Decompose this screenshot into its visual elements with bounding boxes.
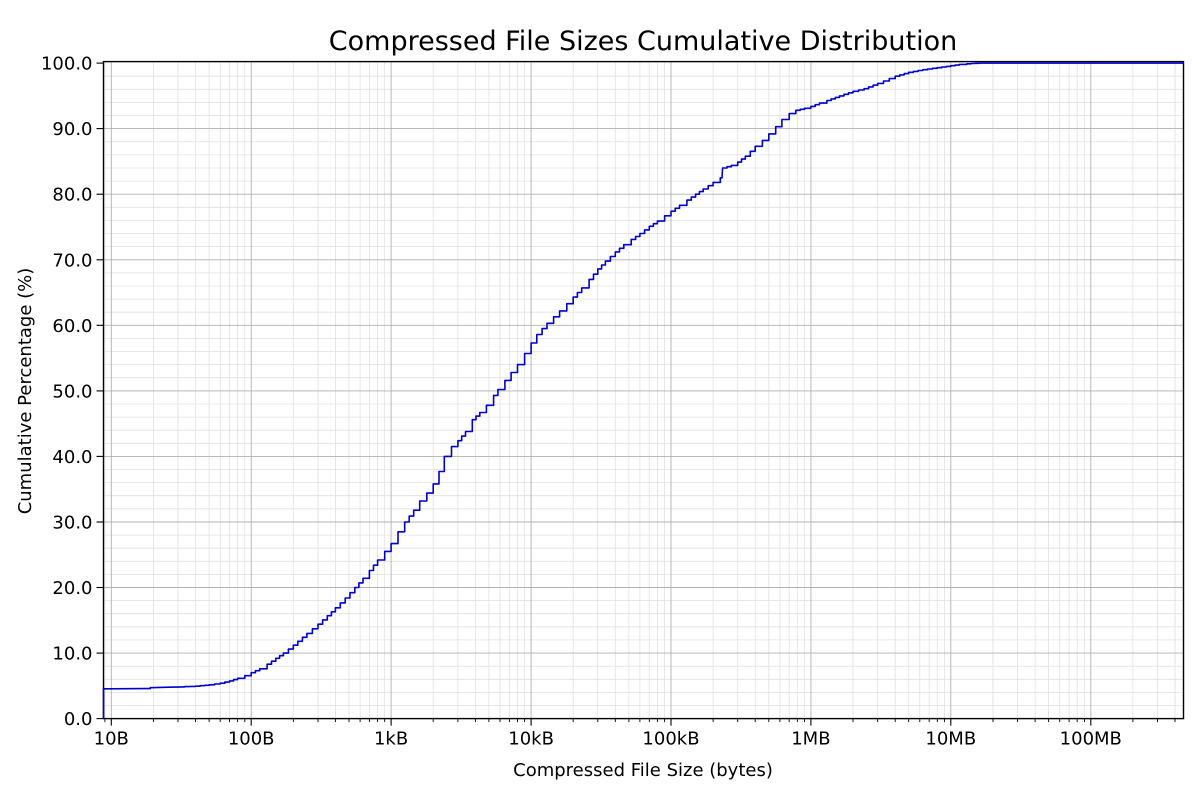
y-tick-label: 30.0 (52, 513, 92, 534)
y-tick-label: 70.0 (52, 250, 92, 271)
y-tick-label: 0.0 (64, 709, 93, 730)
y-tick-label: 50.0 (52, 381, 92, 402)
tick-labels: 10B 100B 1kB 10kB 100kB 1MB 10MB 100MB 0.0 10.0 20… (41, 54, 1122, 750)
y-tick-label: 10.0 (52, 644, 92, 665)
x-tick-label: 10MB (925, 729, 976, 750)
y-tick-label: 20.0 (52, 578, 92, 599)
major-gridlines (103, 61, 1184, 719)
y-tick-label: 90.0 (52, 119, 92, 140)
x-axis-label: Compressed File Size (bytes) (513, 760, 773, 781)
x-tick-label: 1MB (791, 729, 830, 750)
minor-gridlines (103, 61, 1184, 719)
x-tick-label: 100MB (1060, 729, 1122, 750)
cdf-curve (102, 62, 1184, 719)
x-tick-label: 10kB (508, 729, 554, 750)
y-tick-label: 60.0 (52, 316, 92, 337)
y-tick-label: 80.0 (52, 185, 92, 206)
x-tick-label: 10B (94, 729, 129, 750)
y-tick-label: 100.0 (41, 54, 93, 75)
chart-title: Compressed File Sizes Cumulative Distrib… (329, 26, 957, 57)
plot-border (102, 60, 1185, 720)
x-tick-label: 1kB (374, 729, 408, 750)
x-tick-label: 100B (228, 729, 275, 750)
y-tick-label: 40.0 (52, 447, 92, 468)
x-tick-label: 100kB (642, 729, 699, 750)
axis-tick-marks (96, 62, 1176, 726)
y-axis-label: Cumulative Percentage (%) (15, 268, 36, 515)
